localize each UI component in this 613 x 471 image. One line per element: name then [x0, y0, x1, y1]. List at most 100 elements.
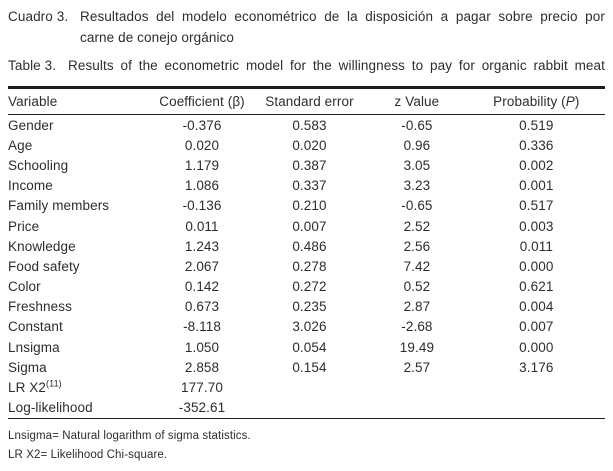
cell-coefficient: 0.673: [184, 299, 220, 315]
cell-variable: Price: [8, 218, 40, 234]
header-variable: Variable: [8, 87, 152, 115]
cell-standard-error: 0.583: [292, 117, 327, 133]
cell-coefficient: 2.067: [184, 258, 220, 274]
cell-coefficient: -0.136: [182, 198, 222, 214]
cell-probability: 0.519: [519, 117, 554, 133]
cell-probability: [468, 377, 605, 397]
cell-variable: Knowledge: [8, 238, 76, 254]
cell-z-value: [366, 377, 467, 397]
cell-standard-error: 3.026: [292, 319, 327, 335]
cell-standard-error: 0.278: [292, 258, 327, 274]
probability-p-italic: P: [565, 94, 575, 109]
cell-probability: 0.004: [519, 299, 554, 315]
cell-probability: 0.011: [519, 238, 553, 254]
cell-standard-error: [253, 398, 366, 419]
table-row: Income 1.086 0.337 3.23 0.001: [8, 176, 605, 196]
cell-z-value: 7.42: [403, 258, 431, 274]
cell-z-value: 0.96: [403, 137, 431, 153]
cell-z-value: [366, 398, 467, 419]
cell-variable: Schooling: [8, 157, 69, 173]
table-row: LR X2(11) 177.70: [8, 377, 605, 397]
table-row: Age 0.020 0.020 0.96 0.336: [8, 135, 605, 155]
table-row: Sigma 2.858 0.154 2.57 3.176: [8, 357, 605, 377]
cell-probability: 0.000: [519, 339, 554, 355]
table-body: Gender -0.376 0.583 -0.65 0.519 Age 0.020 0.020…: [8, 115, 605, 419]
cell-probability: 0.517: [519, 198, 554, 214]
cell-standard-error: 0.020: [292, 137, 327, 153]
table-row: Freshness 0.673 0.235 2.87 0.004: [8, 297, 605, 317]
table-row: Knowledge 1.243 0.486 2.56 0.011: [8, 236, 605, 256]
table-row: Price 0.011 0.007 2.52 0.003: [8, 216, 605, 236]
cell-z-value: 3.05: [403, 157, 431, 173]
cell-coefficient: 1.243: [184, 238, 220, 254]
caption-spanish-line2: carne de conejo orgánico: [80, 30, 235, 45]
caption-english-text: Results of the econometric model for the…: [68, 58, 605, 73]
cell-coefficient: 0.011: [185, 218, 219, 234]
cell-variable: Sigma: [8, 359, 47, 375]
footnote-lr-x2: LR X2= Likelihood Chi-square.: [8, 449, 168, 462]
caption-spanish-body: Resultados del modelo econométrico de la…: [80, 6, 605, 48]
cell-z-value: 0.52: [403, 279, 431, 295]
cell-variable: Family members: [8, 198, 110, 214]
cell-probability: 0.001: [519, 178, 554, 194]
cell-variable: Freshness: [8, 299, 72, 315]
cell-coefficient: -352.61: [178, 400, 226, 416]
caption-spanish-label: Cuadro 3.: [8, 9, 69, 24]
cell-standard-error: 0.154: [292, 359, 327, 375]
cell-variable: Age: [8, 137, 33, 153]
cell-coefficient: 0.142: [184, 279, 220, 295]
cell-z-value: 2.52: [403, 218, 431, 234]
cell-standard-error: [253, 377, 366, 397]
cell-standard-error: 0.387: [292, 157, 327, 173]
cell-coefficient: 1.050: [184, 339, 220, 355]
caption-spanish: Cuadro 3. Resultados del modelo economét…: [8, 6, 605, 48]
paper-page: Cuadro 3. Resultados del modelo economét…: [0, 6, 613, 471]
caption-spanish-line1: Resultados del modelo econométrico de la…: [80, 9, 605, 24]
cell-coefficient: -8.118: [183, 319, 221, 335]
cell-variable: Constant: [8, 319, 63, 335]
cell-probability: 0.336: [519, 137, 554, 153]
cell-probability: 0.000: [519, 258, 554, 274]
table-row: Constant -8.118 3.026 -2.68 0.007: [8, 317, 605, 337]
cell-standard-error: 0.486: [292, 238, 327, 254]
cell-z-value: 19.49: [399, 339, 435, 355]
cell-z-value: 2.87: [403, 299, 431, 315]
cell-variable: Color: [8, 279, 41, 295]
cell-probability: [468, 398, 605, 419]
cell-variable: Gender: [8, 117, 54, 133]
cell-z-value: 3.23: [403, 178, 431, 194]
footnotes: Lnsigma= Natural logarithm of sigma stat…: [8, 427, 605, 466]
cell-z-value: -0.65: [401, 117, 433, 133]
cell-z-value: 2.57: [403, 359, 431, 375]
table-header-row: Variable Coefficient (β) Standard error …: [8, 87, 605, 115]
header-coefficient: Coefficient (β): [151, 87, 253, 115]
table-row: Color 0.142 0.272 0.52 0.621: [8, 277, 605, 297]
cell-standard-error: 0.337: [292, 178, 327, 194]
cell-z-value: -0.65: [401, 198, 433, 214]
table-row: Food safety 2.067 0.278 7.42 0.000: [8, 256, 605, 276]
cell-coefficient: -0.376: [182, 117, 222, 133]
header-probability: Probability (P): [467, 87, 605, 115]
cell-probability: 0.007: [519, 319, 554, 335]
cell-z-value: 2.56: [403, 238, 431, 254]
cell-probability: 0.621: [519, 279, 554, 295]
cell-coefficient: 1.086: [184, 178, 220, 194]
header-z-value: z Value: [366, 87, 468, 115]
cell-standard-error: 0.054: [292, 339, 327, 355]
caption-english: Table 3. Results of the econometric mode…: [8, 58, 605, 74]
cell-probability: 3.176: [519, 359, 554, 375]
cell-standard-error: 0.235: [292, 299, 327, 315]
cell-standard-error: 0.272: [292, 279, 327, 295]
cell-coefficient: 177.70: [181, 380, 223, 396]
footnote-lnsigma: Lnsigma= Natural logarithm of sigma stat…: [8, 429, 251, 442]
cell-variable: Food safety: [8, 258, 80, 274]
cell-standard-error: 0.007: [292, 218, 327, 234]
cell-variable: Lnsigma: [8, 339, 60, 355]
cell-variable: LR X2(11): [8, 378, 62, 396]
header-standard-error: Standard error: [252, 87, 367, 115]
results-table: Variable Coefficient (β) Standard error …: [8, 86, 605, 419]
table-header: Variable Coefficient (β) Standard error …: [8, 87, 605, 115]
cell-variable: Log-likelihood: [8, 400, 93, 416]
cell-coefficient: 0.020: [184, 137, 220, 153]
cell-z-value: -2.68: [401, 319, 433, 335]
